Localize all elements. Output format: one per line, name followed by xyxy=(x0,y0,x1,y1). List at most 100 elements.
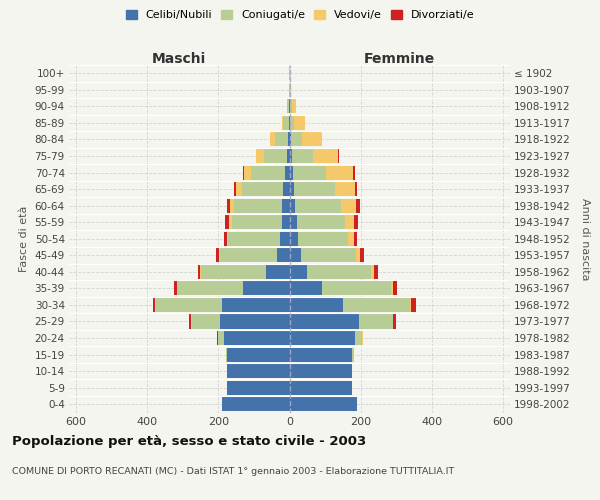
Bar xyxy=(280,232,290,246)
Bar xyxy=(290,100,292,114)
Bar xyxy=(391,282,392,296)
Bar xyxy=(289,83,290,97)
Bar xyxy=(352,348,353,362)
Bar xyxy=(178,282,243,296)
Bar xyxy=(290,314,359,328)
Bar xyxy=(344,215,353,229)
Bar xyxy=(290,364,352,378)
Y-axis label: Anni di nascita: Anni di nascita xyxy=(580,198,590,280)
Bar xyxy=(290,132,302,146)
Bar xyxy=(275,132,288,146)
Bar xyxy=(290,397,357,411)
Bar xyxy=(191,314,220,328)
Bar xyxy=(227,198,230,212)
Bar xyxy=(227,348,290,362)
Legend: Celibi/Nubili, Coniugati/e, Vedovi/e, Divorziati/e: Celibi/Nubili, Coniugati/e, Vedovi/e, Di… xyxy=(121,6,479,25)
Bar xyxy=(251,166,285,179)
Bar xyxy=(392,314,394,328)
Bar xyxy=(353,215,358,229)
Bar xyxy=(219,248,220,262)
Bar xyxy=(287,100,289,114)
Bar xyxy=(156,298,222,312)
Bar xyxy=(295,116,305,130)
Bar xyxy=(232,215,281,229)
Bar xyxy=(295,198,341,212)
Bar xyxy=(177,282,178,296)
Bar xyxy=(290,265,307,279)
Bar xyxy=(335,182,355,196)
Bar xyxy=(281,215,290,229)
Bar xyxy=(394,314,396,328)
Bar xyxy=(243,282,290,296)
Bar xyxy=(298,232,348,246)
Bar xyxy=(353,166,355,179)
Bar xyxy=(290,248,301,262)
Bar xyxy=(292,149,313,163)
Bar xyxy=(374,265,379,279)
Bar xyxy=(290,232,298,246)
Bar xyxy=(287,149,290,163)
Bar xyxy=(290,380,352,394)
Y-axis label: Fasce di età: Fasce di età xyxy=(19,206,29,272)
Bar xyxy=(217,331,218,345)
Bar xyxy=(290,331,355,345)
Bar xyxy=(225,215,229,229)
Bar xyxy=(224,331,290,345)
Text: Popolazione per età, sesso e stato civile - 2003: Popolazione per età, sesso e stato civil… xyxy=(12,435,366,448)
Bar xyxy=(277,248,290,262)
Bar xyxy=(236,182,242,196)
Bar xyxy=(290,149,292,163)
Bar xyxy=(290,215,296,229)
Bar xyxy=(292,100,296,114)
Bar xyxy=(410,298,412,312)
Bar xyxy=(174,282,177,296)
Bar xyxy=(296,215,344,229)
Bar xyxy=(290,348,352,362)
Bar xyxy=(307,265,371,279)
Bar xyxy=(322,282,391,296)
Bar xyxy=(224,232,227,246)
Bar xyxy=(341,198,356,212)
Bar xyxy=(222,298,290,312)
Bar xyxy=(363,331,364,345)
Bar xyxy=(152,298,155,312)
Bar xyxy=(266,265,290,279)
Bar xyxy=(348,232,353,246)
Bar xyxy=(283,182,290,196)
Bar xyxy=(290,298,343,312)
Bar xyxy=(220,248,277,262)
Bar xyxy=(285,166,290,179)
Bar xyxy=(301,248,356,262)
Bar xyxy=(302,132,322,146)
Bar xyxy=(227,380,290,394)
Bar xyxy=(356,198,360,212)
Bar xyxy=(283,198,290,212)
Bar xyxy=(359,314,392,328)
Bar xyxy=(235,198,283,212)
Bar xyxy=(227,364,290,378)
Bar xyxy=(198,265,200,279)
Bar xyxy=(228,232,280,246)
Bar xyxy=(294,182,335,196)
Bar xyxy=(313,149,338,163)
Bar xyxy=(220,314,290,328)
Bar xyxy=(216,248,219,262)
Bar xyxy=(222,397,290,411)
Bar xyxy=(256,149,263,163)
Bar xyxy=(243,166,244,179)
Bar xyxy=(242,182,283,196)
Bar xyxy=(270,132,275,146)
Bar xyxy=(290,166,293,179)
Bar xyxy=(290,282,322,296)
Bar xyxy=(288,132,290,146)
Bar xyxy=(244,166,251,179)
Bar xyxy=(200,265,266,279)
Bar xyxy=(229,215,232,229)
Bar xyxy=(226,348,227,362)
Bar xyxy=(189,314,191,328)
Text: Femmine: Femmine xyxy=(364,52,436,66)
Bar xyxy=(263,149,287,163)
Bar xyxy=(371,265,374,279)
Bar xyxy=(290,182,294,196)
Bar xyxy=(218,331,224,345)
